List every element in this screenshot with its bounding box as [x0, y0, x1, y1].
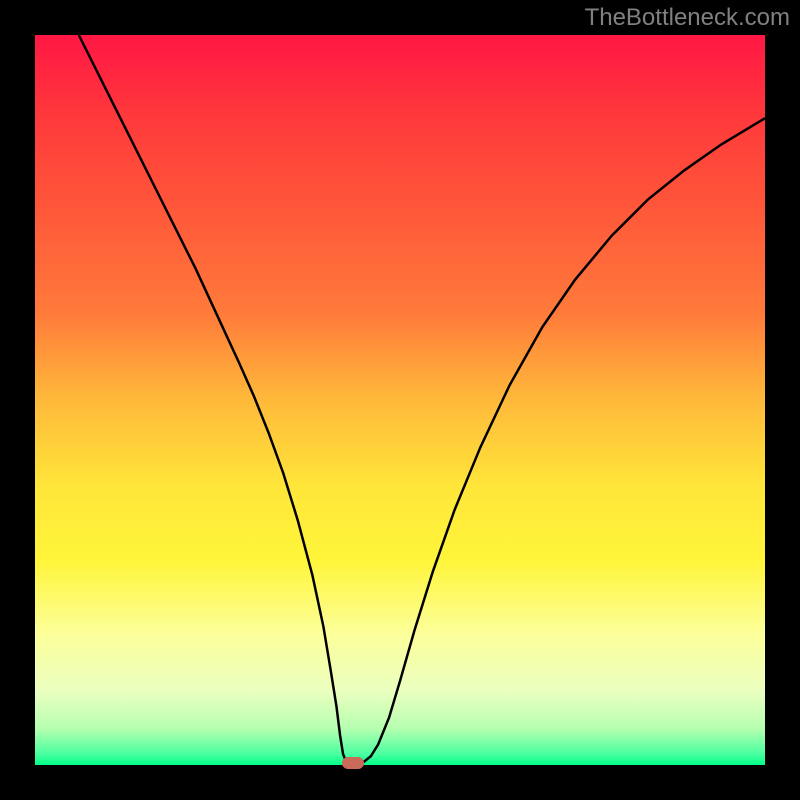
- bottleneck-marker: [342, 757, 364, 769]
- chart-canvas: TheBottleneck.com: [0, 0, 800, 800]
- plot-area: [35, 35, 765, 765]
- watermark-text: TheBottleneck.com: [585, 4, 790, 32]
- bottleneck-curve: [35, 35, 765, 765]
- curve-path: [79, 35, 765, 764]
